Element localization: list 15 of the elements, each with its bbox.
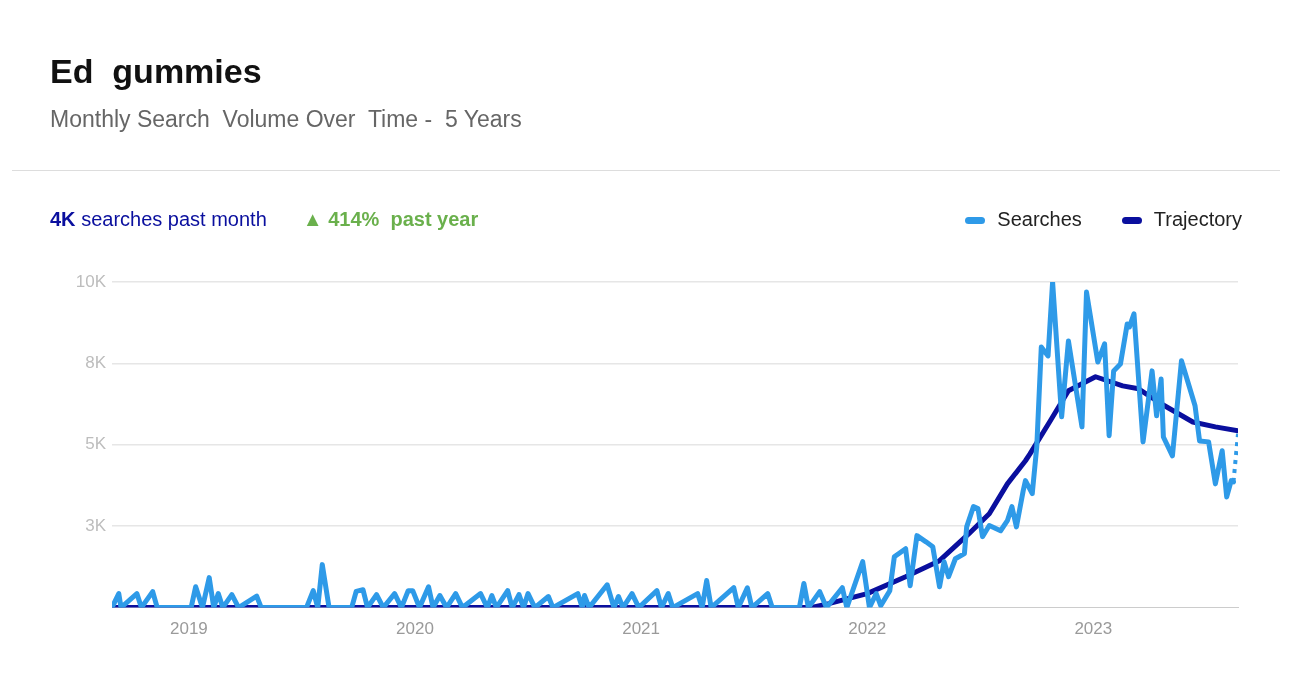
x-tick-label: 2020 [396, 619, 434, 639]
y-tick-label: 3K [85, 515, 107, 535]
y-tick-label: 10K [75, 271, 107, 291]
text: ▲ 414% past year [302, 208, 479, 231]
legend-label: Trajectory [1152, 208, 1242, 231]
text: 4K searches past month [50, 208, 267, 231]
y-tick-label: 8K [85, 353, 107, 373]
chart-title: Ed gummies [50, 52, 262, 91]
x-tick-label: 2022 [848, 619, 887, 639]
legend-label: Searches [996, 208, 1082, 231]
y-tick-label: 5K [85, 434, 107, 454]
chart-subtitle: Monthly Search Volume Over Time - 5 Years [50, 106, 522, 133]
x-tick-label: 2021 [622, 619, 660, 639]
x-tick-label: 2023 [1074, 619, 1113, 639]
x-tick-label: 2019 [169, 619, 208, 639]
